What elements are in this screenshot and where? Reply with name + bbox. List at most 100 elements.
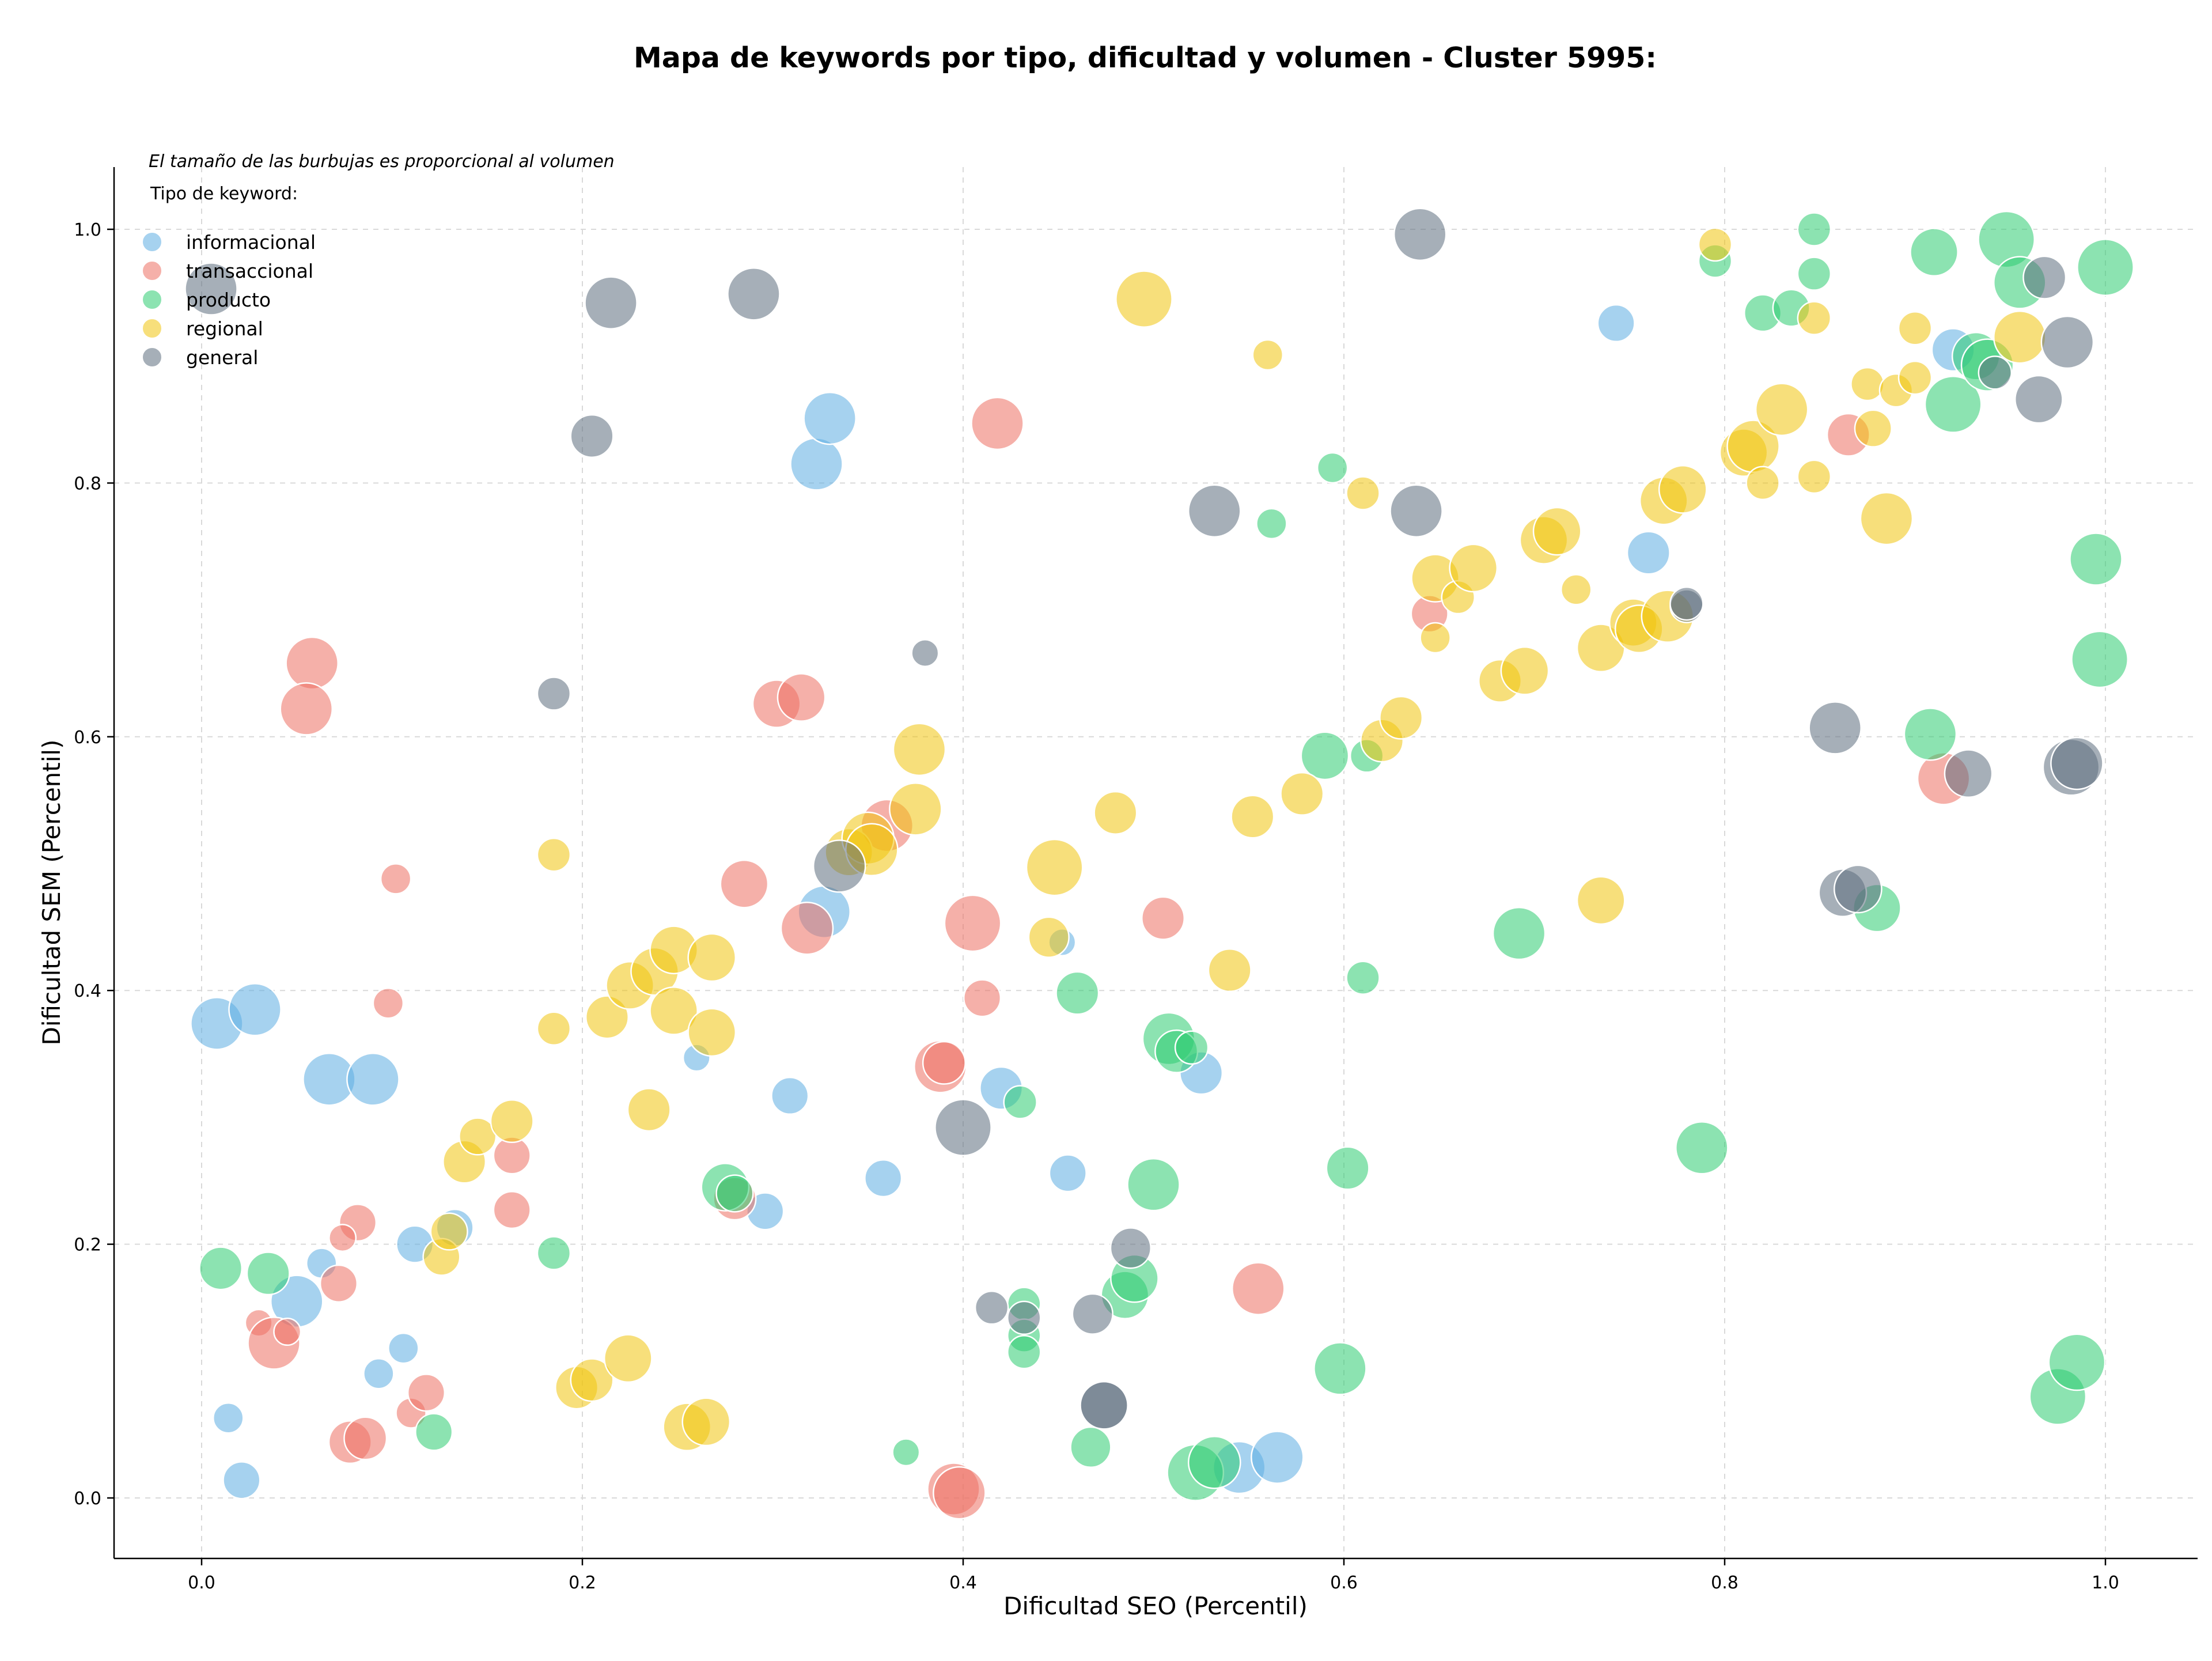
bubble-informacional	[790, 437, 843, 491]
bubble-regional	[430, 1212, 468, 1251]
bubble-producto	[1346, 960, 1380, 995]
bubble-transaccional	[372, 987, 404, 1019]
bubble-regional	[1207, 948, 1252, 992]
bubble-transaccional	[719, 859, 769, 909]
x-tick-label: 0.4	[949, 1573, 977, 1593]
bubble-general	[1109, 1227, 1152, 1269]
bubble-transaccional	[933, 1466, 986, 1520]
legend-title: Tipo de keyword:	[150, 184, 298, 204]
bubble-transaccional	[407, 1374, 446, 1412]
bubble-producto	[1070, 1426, 1112, 1469]
bubble-transaccional	[944, 894, 1002, 952]
bubble-general	[1808, 701, 1862, 755]
bubble-producto	[536, 1236, 571, 1270]
bubble-producto	[1924, 375, 1982, 433]
bubble-regional	[1576, 876, 1626, 925]
bubble-transaccional	[963, 979, 1002, 1017]
legend-marker	[142, 232, 162, 252]
bubble-size-note: El tamaño de las burbujas es proporciona…	[149, 152, 615, 172]
bubble-regional	[1658, 465, 1707, 514]
bubble-informacional	[1597, 304, 1635, 343]
bubble-transaccional	[780, 902, 834, 955]
axes: 0.0 0.2 0.4 0.6 0.8 1.0 0.0 0.2 0.4 0.6 0.8 1.0	[74, 167, 2198, 1593]
bubble-informacional	[1048, 1154, 1087, 1193]
legend-item-transaccional: transaccional	[142, 260, 313, 282]
legend-label: informacional	[186, 231, 316, 253]
bubble-regional	[1500, 646, 1550, 695]
legend-label: general	[186, 346, 258, 369]
legend-label: transaccional	[186, 260, 313, 282]
legend-marker	[142, 289, 162, 310]
bubble-regional	[1449, 543, 1498, 593]
y-tick-label: 0.4	[74, 981, 101, 1001]
legend-item-regional: regional	[142, 317, 263, 340]
bubble-regional	[1028, 916, 1070, 958]
bubble-regional	[687, 1008, 737, 1057]
bubble-general	[1833, 864, 1883, 914]
bubble-producto	[715, 1174, 754, 1213]
bubble-general	[934, 1099, 992, 1156]
bubble-producto	[199, 1246, 243, 1291]
bubble-transaccional	[273, 1318, 302, 1346]
bubble-producto	[1174, 1030, 1209, 1065]
bubble-general	[727, 267, 781, 321]
legend: informacional transaccional producto region…	[142, 231, 316, 369]
bubble-regional	[536, 1011, 571, 1046]
bubble-regional	[649, 986, 698, 1035]
legend-item-informacional: informacional	[142, 231, 316, 253]
x-tick-label: 0.0	[188, 1573, 215, 1593]
bubble-producto	[1797, 256, 1832, 291]
x-tick-label: 0.6	[1330, 1573, 1358, 1593]
bubble-regional	[1280, 771, 1324, 816]
bubble-transaccional	[1231, 1262, 1285, 1315]
bubble-producto	[1492, 906, 1546, 960]
bubble-producto	[1797, 212, 1832, 247]
bubble-transaccional	[380, 863, 412, 895]
bubble-producto	[1903, 707, 1957, 761]
bubble-transaccional	[319, 1264, 358, 1303]
bubble-general	[1389, 484, 1443, 538]
bubble-producto	[1300, 731, 1350, 781]
bubble-producto	[1187, 1436, 1241, 1489]
bubble-general	[536, 676, 571, 711]
bubble-regional	[1252, 339, 1284, 371]
bubble-general	[1071, 1293, 1113, 1335]
bubble-producto	[2071, 630, 2128, 688]
bubble-general	[812, 839, 866, 893]
bubble-producto	[1007, 1335, 1041, 1369]
bubble-transaccional	[971, 396, 1024, 451]
bubble-general	[1080, 1380, 1128, 1430]
bubble-informacional	[864, 1159, 903, 1198]
bubble-regional	[603, 1334, 653, 1383]
legend-item-producto: producto	[142, 289, 271, 311]
bubble-producto	[2077, 239, 2134, 296]
bubble-producto	[1055, 971, 1100, 1015]
bubble-general	[584, 276, 638, 330]
y-tick-label: 1.0	[74, 220, 101, 240]
bubble-general	[570, 414, 614, 458]
bubble-regional	[1698, 227, 1733, 262]
bubble-regional	[1379, 695, 1423, 740]
bubble-regional	[1797, 301, 1832, 335]
bubble-layer	[184, 207, 2134, 1520]
bubble-general	[2040, 315, 2094, 369]
bubble-producto	[1256, 508, 1287, 540]
legend-marker	[142, 318, 162, 339]
bubble-general	[2014, 374, 2063, 424]
legend-marker	[142, 347, 162, 368]
x-axis-label: Dificultad SEO (Percentil)	[1003, 1592, 1308, 1620]
bubble-regional	[1419, 622, 1451, 654]
bubble-regional	[1093, 790, 1138, 835]
bubble-general	[1187, 484, 1241, 538]
grid	[114, 167, 2198, 1558]
x-tick-label: 0.2	[569, 1573, 596, 1593]
bubble-transaccional	[1141, 896, 1185, 940]
bubble-general	[184, 262, 238, 316]
bubble-informacional	[803, 391, 857, 445]
bubble-informacional	[346, 1053, 400, 1106]
y-tick-label: 0.0	[74, 1489, 101, 1509]
bubble-informacional	[388, 1332, 419, 1364]
bubble-informacional	[228, 982, 282, 1036]
bubble-transaccional	[343, 1416, 388, 1461]
